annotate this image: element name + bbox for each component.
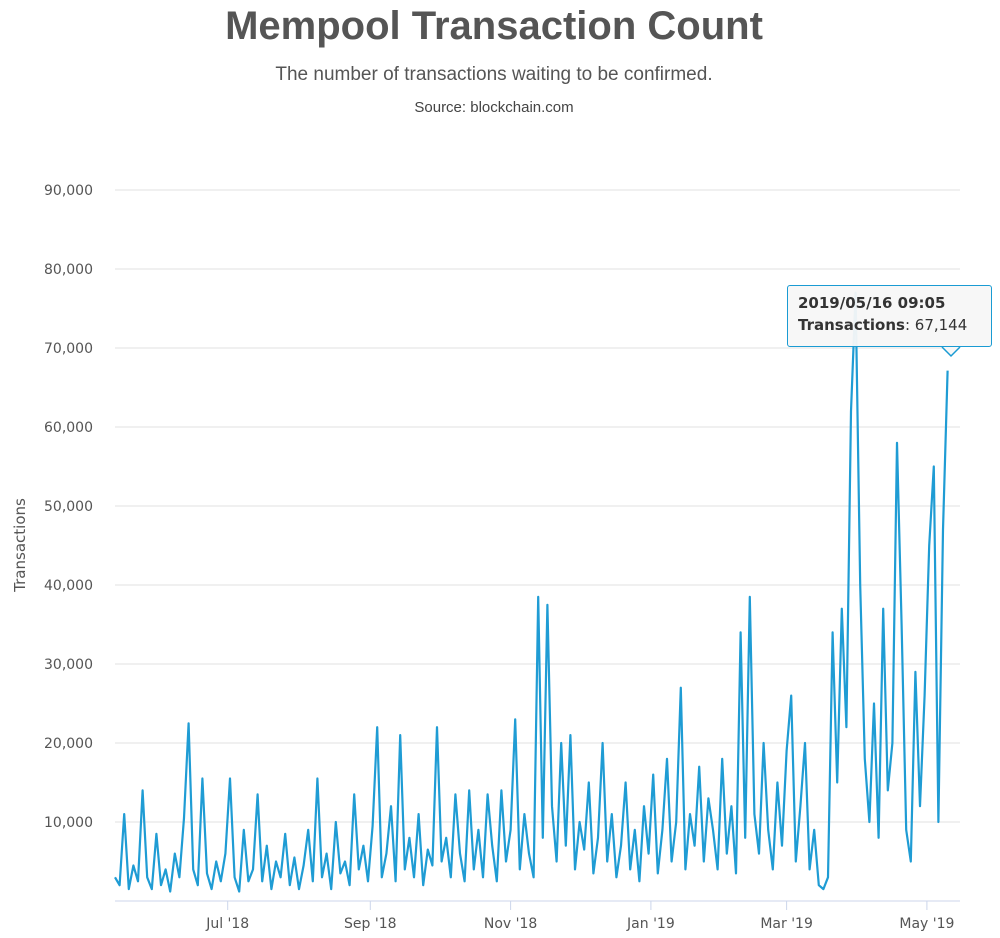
tooltip-label: Transactions xyxy=(798,316,905,334)
y-tick-label: 70,000 xyxy=(44,341,93,357)
y-axis-label: Transactions xyxy=(11,498,29,593)
tooltip-date: 2019/05/16 09:05 xyxy=(798,294,946,312)
y-tick-label: 90,000 xyxy=(44,183,93,199)
tooltip-pointer xyxy=(941,346,961,358)
y-axis-ticks: 10,000 20,000 30,000 40,000 50,000 60,000 70,0… xyxy=(44,183,93,831)
y-tick-label: 20,000 xyxy=(44,736,93,752)
x-tick-label: Nov '18 xyxy=(484,916,537,932)
series-line-transactions xyxy=(114,291,949,893)
y-tick-label: 80,000 xyxy=(44,262,93,278)
tooltip: 2019/05/16 09:05 Transactions: 67,144 xyxy=(787,285,992,347)
x-tick-label: Jan '19 xyxy=(626,916,675,932)
chart-subtitle: The number of transactions waiting to be… xyxy=(275,64,713,85)
chart-source: Source: blockchain.com xyxy=(414,99,574,116)
x-axis-ticks: Jul '18 Sep '18 Nov '18 Jan '19 Mar '19 May '… xyxy=(205,901,954,932)
y-tick-label: 50,000 xyxy=(44,499,93,515)
y-tick-label: 60,000 xyxy=(44,420,93,436)
x-tick-label: Mar '19 xyxy=(760,916,813,932)
y-tick-label: 40,000 xyxy=(44,578,93,594)
y-tick-label: 10,000 xyxy=(44,815,93,831)
y-tick-label: 30,000 xyxy=(44,657,93,673)
tooltip-value: 67,144 xyxy=(914,316,968,334)
x-tick-label: Sep '18 xyxy=(344,916,397,932)
x-tick-label: Jul '18 xyxy=(205,916,249,932)
x-tick-label: May '19 xyxy=(899,916,954,932)
chart-title: Mempool Transaction Count xyxy=(225,4,763,48)
